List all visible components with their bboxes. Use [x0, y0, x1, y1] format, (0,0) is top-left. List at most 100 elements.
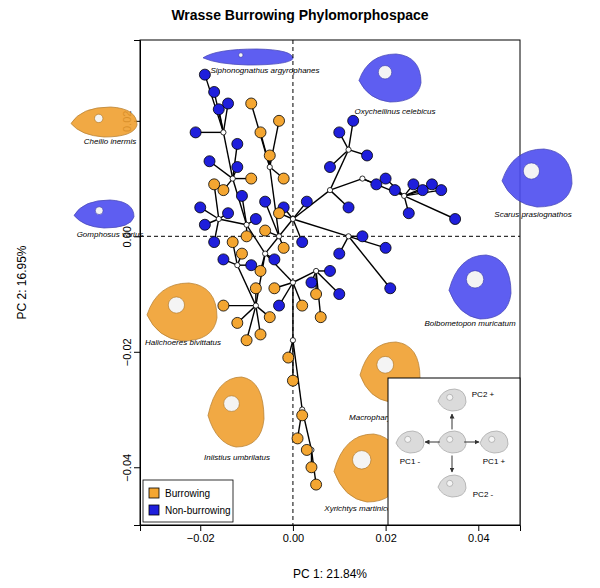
tip-point — [241, 231, 252, 242]
internal-node — [313, 268, 318, 273]
inset: PC2 +PC1 -PC1 +PC2 - — [388, 378, 520, 525]
tip-point — [343, 202, 354, 213]
internal-node — [402, 193, 407, 198]
skull — [71, 107, 137, 137]
tip-point — [269, 283, 280, 294]
tip-point — [297, 237, 308, 248]
skull — [438, 431, 466, 453]
branch — [219, 219, 247, 225]
tip-point — [223, 208, 234, 219]
skull-orbit — [447, 394, 453, 400]
x-tick-mark — [200, 525, 201, 531]
title: Wrasse Burrowing Phylomorphospace — [171, 7, 428, 23]
branch — [404, 196, 455, 219]
tip-point — [250, 213, 261, 224]
tip-point — [232, 317, 243, 328]
tip-point — [334, 248, 345, 259]
skull-shape — [438, 475, 466, 497]
species-label: Cheilio inermis — [84, 137, 136, 146]
tip-point — [283, 352, 294, 363]
tip-point — [264, 150, 275, 161]
tip-points — [209, 98, 327, 490]
skull — [203, 49, 293, 65]
tip-point — [334, 127, 345, 138]
tip-point — [311, 479, 322, 490]
tip-point — [209, 237, 220, 248]
skull — [359, 54, 421, 102]
x-tick: −0.02 — [187, 525, 215, 544]
inset-label: PC2 + — [472, 390, 495, 399]
skull-shape — [438, 431, 466, 453]
skull — [147, 283, 217, 341]
skull-orbit — [405, 436, 411, 442]
x-axis: −0.02 0.00 0.02 0.04 — [141, 525, 521, 544]
x-tick: 0.02 — [375, 525, 396, 544]
branch — [256, 254, 265, 306]
y-tick-mark — [134, 467, 140, 468]
tip-point — [274, 300, 285, 311]
internal-node — [290, 338, 295, 343]
tip-point — [274, 208, 285, 219]
tip-point — [325, 162, 336, 173]
skull-illustrations — [71, 49, 572, 502]
species-label: Siphonognathus argyrophanes — [211, 66, 320, 75]
tip-point — [436, 185, 447, 196]
skull-shape — [71, 107, 137, 137]
tip-point — [292, 433, 303, 444]
branch — [293, 219, 349, 236]
branch — [205, 75, 224, 133]
skull — [449, 255, 511, 319]
tip-point — [287, 375, 298, 386]
tip-point — [190, 127, 201, 138]
legend-box — [143, 480, 233, 522]
y-tick-mark — [134, 352, 140, 353]
reference-line-y — [140, 236, 520, 237]
x-tick-label: 0.02 — [375, 532, 396, 544]
skull-orbit — [447, 436, 453, 442]
skull-orbit — [378, 66, 391, 79]
skull-orbit — [239, 53, 243, 57]
x-axis-title: PC 1: 21.84% — [293, 567, 367, 581]
internal-node — [244, 222, 249, 227]
tip-point — [260, 225, 271, 236]
skull — [396, 431, 424, 453]
tip-point — [301, 444, 312, 455]
internal-node — [263, 251, 268, 256]
internal-node — [346, 147, 351, 152]
tip-point — [306, 277, 317, 288]
x-tick-label: −0.02 — [187, 532, 215, 544]
tip-point — [348, 115, 359, 126]
x-axis-line — [141, 526, 521, 532]
legend: BurrowingNon-burrowing — [143, 480, 233, 522]
tip-point — [315, 312, 326, 323]
tip-point — [199, 219, 210, 230]
x-tick: 0.00 — [283, 525, 304, 544]
legend-label: Non-burrowing — [165, 505, 231, 516]
tip-point — [306, 462, 317, 473]
tip-point — [385, 283, 396, 294]
branch — [223, 132, 232, 178]
skull-shape — [438, 389, 466, 411]
internal-node — [230, 176, 235, 181]
internal-node — [253, 303, 258, 308]
x-tick-label: 0.00 — [283, 532, 304, 544]
x-tick-mark — [386, 525, 387, 531]
tip-point — [227, 237, 238, 248]
tip-point — [389, 185, 400, 196]
inset-box — [388, 378, 520, 525]
tip-point — [199, 69, 210, 80]
skull-orbit — [95, 114, 103, 122]
tip-point — [232, 138, 243, 149]
skull-shape — [74, 200, 134, 228]
tip-point — [278, 173, 289, 184]
skull-orbit — [377, 356, 394, 373]
x-tick-label: 0.04 — [468, 532, 489, 544]
skull-shape — [480, 431, 508, 453]
species-label: Halichoeres bivittatus — [145, 338, 221, 347]
tip-point — [255, 265, 266, 276]
x-tick-mark — [478, 525, 479, 531]
tip-point — [255, 127, 266, 138]
tip-point — [278, 242, 289, 253]
branch — [265, 236, 279, 253]
tip-point — [260, 196, 271, 207]
